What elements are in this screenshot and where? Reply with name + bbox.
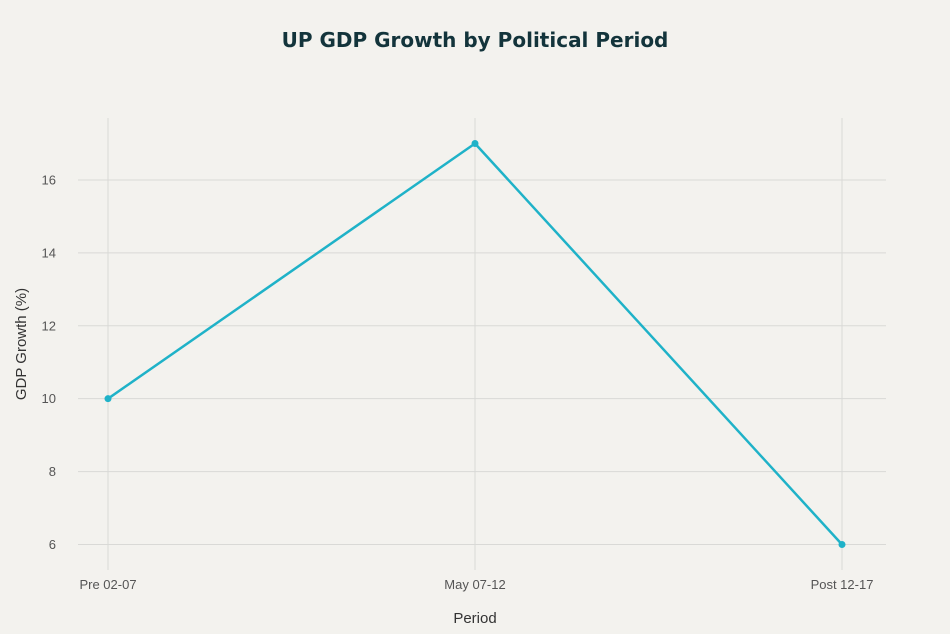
y-axis-title: GDP Growth (%) xyxy=(13,288,30,400)
y-tick-label: 14 xyxy=(42,245,56,260)
y-tick-label: 10 xyxy=(42,391,56,406)
data-point xyxy=(838,540,846,548)
tick-labels: 6 8 10 12 14 16 Pre 02-07 May 07-12 Post 12-17 xyxy=(42,172,874,592)
chart-title: UP GDP Growth by Political Period xyxy=(282,28,669,52)
y-tick-label: 16 xyxy=(42,172,56,187)
data-point xyxy=(471,140,479,148)
data-point xyxy=(104,395,112,403)
x-tick-label: Post 12-17 xyxy=(811,577,874,592)
y-tick-label: 6 xyxy=(49,537,56,552)
y-tick-label: 12 xyxy=(42,318,56,333)
y-tick-label: 8 xyxy=(49,464,56,479)
x-tick-label: May 07-12 xyxy=(444,577,505,592)
x-tick-label: Pre 02-07 xyxy=(79,577,136,592)
series-layer xyxy=(104,140,846,548)
x-axis-title: Period xyxy=(453,610,496,627)
